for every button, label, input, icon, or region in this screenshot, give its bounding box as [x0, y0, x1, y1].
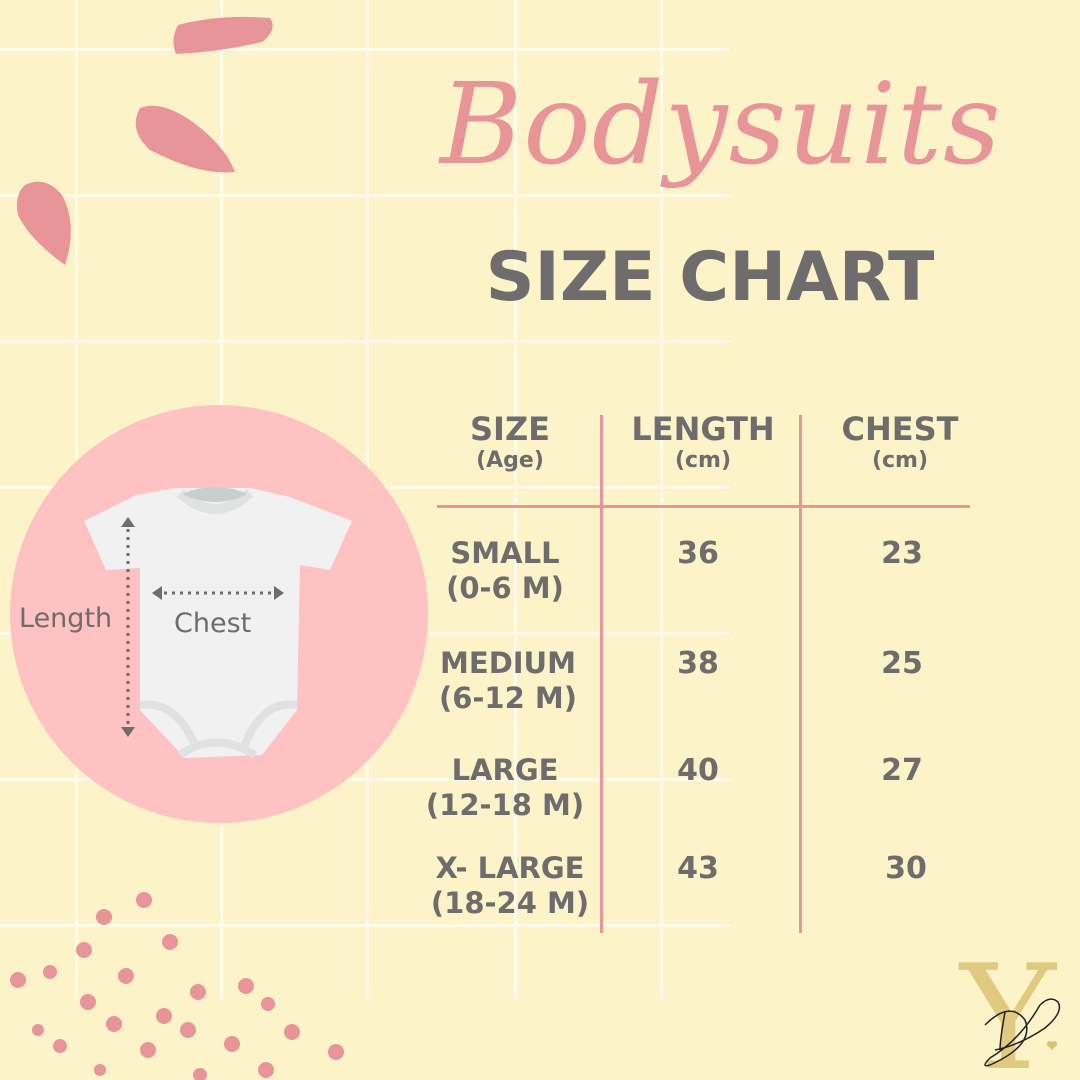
chest-value: 23 [881, 536, 923, 571]
size-name: SMALL [450, 536, 560, 570]
size-name: LARGE [451, 753, 559, 787]
page-title: Bodysuits [440, 60, 1002, 190]
page-subtitle: SIZE CHART [485, 238, 935, 317]
header-divider [437, 505, 970, 508]
column-divider [600, 415, 603, 933]
chest-label: Chest [174, 608, 252, 639]
size-age: (12-18 M) [425, 787, 585, 822]
length-value: 38 [677, 646, 719, 681]
brand-logo: Y [958, 950, 1061, 1075]
header-size: SIZE (Age) [469, 410, 550, 474]
bodysuit-illustration [84, 487, 352, 759]
size-age: (18-24 M) [430, 885, 590, 920]
header-length: LENGTH (cm) [631, 410, 775, 474]
decorative-petals [16, 16, 273, 265]
length-value: 36 [677, 536, 719, 571]
size-name: MEDIUM [440, 646, 576, 680]
chest-value: 30 [885, 851, 927, 886]
column-divider [799, 415, 802, 933]
size-age: (6-12 M) [438, 680, 578, 715]
svg-text:Y: Y [958, 950, 1057, 1075]
decorative-dots [10, 892, 344, 1080]
header-chest: CHEST (cm) [841, 410, 959, 474]
length-label: Length [19, 603, 113, 634]
length-arrow-icon [121, 517, 135, 737]
chest-arrow-icon [152, 586, 284, 600]
size-age: (0-6 M) [446, 570, 564, 605]
size-name: X- LARGE [435, 851, 585, 885]
length-value: 40 [677, 753, 719, 788]
chest-value: 25 [881, 646, 923, 681]
chest-value: 27 [881, 753, 923, 788]
length-value: 43 [677, 851, 719, 886]
